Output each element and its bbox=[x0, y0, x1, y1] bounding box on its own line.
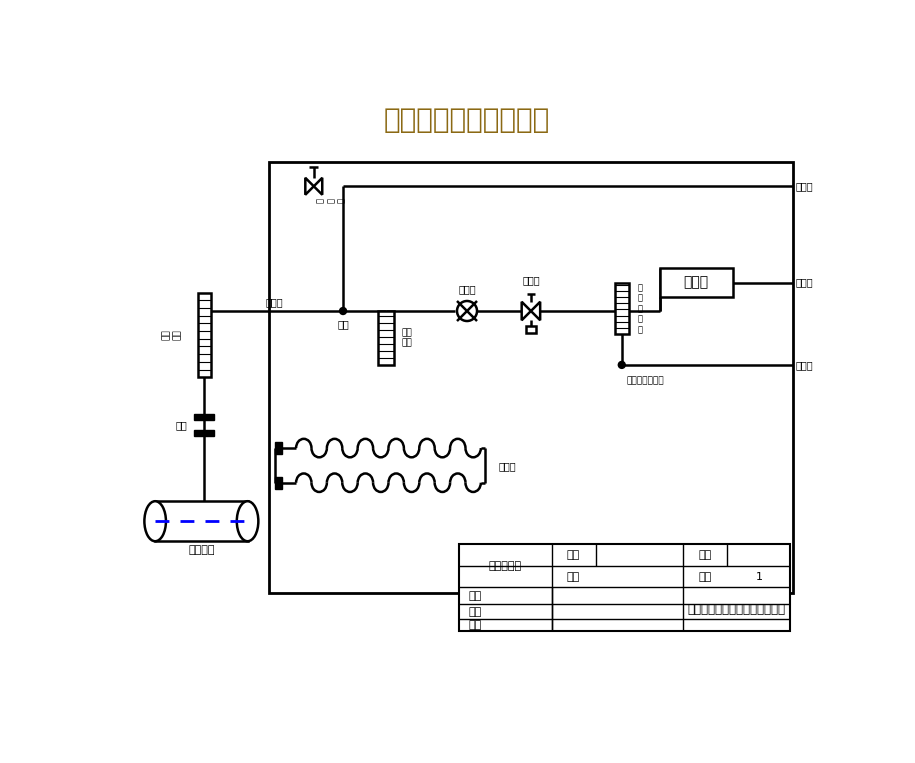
Text: 绘图: 绘图 bbox=[468, 607, 482, 617]
Bar bbox=[379, 311, 393, 365]
Text: 截止阀: 截止阀 bbox=[458, 284, 476, 294]
Bar bbox=[274, 442, 282, 454]
Text: 材料: 材料 bbox=[566, 571, 580, 581]
Text: 数量: 数量 bbox=[698, 571, 712, 581]
Text: 球阀: 球阀 bbox=[176, 420, 188, 430]
Polygon shape bbox=[522, 302, 531, 320]
Ellipse shape bbox=[237, 501, 258, 541]
Bar bbox=[156, 501, 248, 541]
Polygon shape bbox=[306, 178, 314, 195]
Text: 样气口: 样气口 bbox=[265, 298, 284, 307]
Text: 标校口: 标校口 bbox=[796, 360, 813, 370]
Text: 氢气精制过程分析系统: 氢气精制过程分析系统 bbox=[384, 106, 550, 134]
Bar bbox=[274, 477, 282, 489]
Text: 1: 1 bbox=[756, 571, 762, 581]
Text: 放空口: 放空口 bbox=[796, 182, 813, 192]
Text: 取样
采头: 取样 采头 bbox=[162, 330, 181, 340]
Bar bbox=[194, 430, 214, 436]
Text: 系统气路图: 系统气路图 bbox=[489, 561, 522, 571]
Polygon shape bbox=[314, 178, 322, 195]
Text: 工艺管道: 工艺管道 bbox=[188, 546, 215, 555]
Bar bbox=[194, 414, 214, 420]
Text: 放
空
阀: 放 空 阀 bbox=[316, 198, 346, 203]
Text: 样气标气切换阀: 样气标气切换阀 bbox=[627, 376, 664, 385]
Bar bbox=[269, 162, 792, 593]
Text: 电伴热: 电伴热 bbox=[499, 461, 516, 471]
Bar bbox=[615, 283, 629, 334]
Text: 样
气
流
量
计: 样 气 流 量 计 bbox=[637, 283, 642, 334]
Text: 聚结
滤器: 聚结 滤器 bbox=[402, 328, 413, 348]
Text: 图号: 图号 bbox=[566, 550, 580, 560]
Circle shape bbox=[457, 301, 477, 321]
Circle shape bbox=[339, 307, 347, 314]
Text: 审阅: 审阅 bbox=[468, 620, 482, 630]
Text: 比例: 比例 bbox=[698, 550, 712, 560]
Bar bbox=[198, 292, 211, 377]
Bar bbox=[660, 268, 733, 297]
Text: 西安赢润环保科技集团有限公司: 西安赢润环保科技集团有限公司 bbox=[687, 604, 785, 617]
Circle shape bbox=[619, 362, 625, 369]
Bar bbox=[459, 544, 791, 631]
Polygon shape bbox=[531, 302, 540, 320]
Text: 排空口: 排空口 bbox=[796, 278, 813, 288]
Ellipse shape bbox=[145, 501, 166, 541]
Text: 分析仪: 分析仪 bbox=[684, 275, 708, 289]
Text: 减压阀: 减压阀 bbox=[522, 275, 540, 285]
Text: 三通: 三通 bbox=[337, 319, 349, 329]
Bar bbox=[525, 327, 536, 333]
Text: 设计: 设计 bbox=[468, 591, 482, 601]
